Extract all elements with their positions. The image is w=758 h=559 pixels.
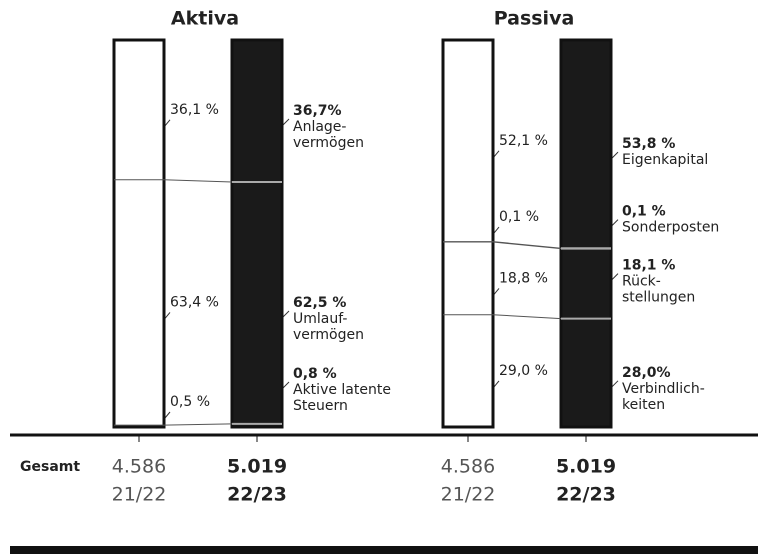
connector xyxy=(163,179,233,183)
bar-segment xyxy=(561,248,611,319)
bar-segment xyxy=(232,40,282,183)
bar-outline xyxy=(230,38,284,429)
series-name: Steuern xyxy=(293,398,348,414)
bar-segment xyxy=(114,40,164,180)
series-name: vermögen xyxy=(293,135,364,151)
total-value: 5.019 xyxy=(556,456,616,478)
value-label: 0,8 % xyxy=(293,366,337,382)
value-label: 62,5 % xyxy=(293,295,346,311)
connector xyxy=(492,314,562,320)
label-tick xyxy=(493,288,500,295)
bar-outline xyxy=(112,38,166,429)
bar-segment xyxy=(443,314,493,427)
label-tick xyxy=(164,411,171,419)
bar-outline xyxy=(559,38,613,429)
label-tick xyxy=(164,312,171,319)
value-label: 0,1 % xyxy=(622,204,666,220)
label-tick xyxy=(611,219,619,226)
series-name: Umlauf- xyxy=(293,311,347,327)
x-tick-label: 22/23 xyxy=(556,484,616,506)
bar-outline xyxy=(441,38,495,429)
label-tick xyxy=(282,381,290,389)
value-label: 52,1 % xyxy=(499,133,548,149)
value-label: 36,1 % xyxy=(170,102,219,118)
bar-segment xyxy=(232,423,282,427)
series-name: Aktive latente xyxy=(293,382,391,398)
series-name: Anlage- xyxy=(293,119,346,135)
chart-title: Aktiva xyxy=(171,8,239,30)
label-tick xyxy=(493,150,500,158)
x-tick-label: 21/22 xyxy=(441,484,496,506)
series-name: vermögen xyxy=(293,327,364,343)
series-name: Eigenkapital xyxy=(622,152,708,168)
value-label: 53,8 % xyxy=(622,136,675,152)
label-tick xyxy=(282,310,290,318)
x-tick-label: 22/23 xyxy=(227,484,287,506)
value-label: 29,0 % xyxy=(499,363,548,379)
series-name: stellungen xyxy=(622,290,695,306)
label-tick xyxy=(611,380,619,388)
series-name: Rück- xyxy=(622,274,661,290)
label-tick xyxy=(164,119,171,127)
chart-title: Passiva xyxy=(494,8,575,30)
bar-segment xyxy=(232,182,282,424)
total-value: 4.586 xyxy=(441,456,495,478)
total-value: 5.019 xyxy=(227,456,287,478)
total-label: Gesamt xyxy=(20,459,80,475)
value-label: 28,0% xyxy=(622,365,671,381)
connector xyxy=(163,423,233,426)
series-name: Verbindlich- xyxy=(622,381,705,397)
bar-segment xyxy=(443,242,493,315)
label-tick xyxy=(493,226,500,234)
value-label: 63,4 % xyxy=(170,294,219,310)
bar-segment xyxy=(114,179,164,426)
label-tick xyxy=(611,151,619,159)
bar-segment xyxy=(561,40,611,249)
label-tick xyxy=(493,380,500,388)
connector xyxy=(492,241,562,250)
bar-segment xyxy=(561,318,611,427)
value-label: 18,1 % xyxy=(622,258,675,274)
series-name: keiten xyxy=(622,397,665,413)
bar-segment xyxy=(443,40,493,242)
label-tick xyxy=(611,273,619,280)
value-label: 18,8 % xyxy=(499,270,548,286)
value-label: 0,1 % xyxy=(499,209,539,225)
value-label: 0,5 % xyxy=(170,394,210,410)
x-tick-label: 21/22 xyxy=(112,484,167,506)
total-value: 4.586 xyxy=(112,456,166,478)
label-tick xyxy=(282,118,290,126)
value-label: 36,7% xyxy=(293,103,342,119)
series-name: Sonderposten xyxy=(622,220,719,236)
